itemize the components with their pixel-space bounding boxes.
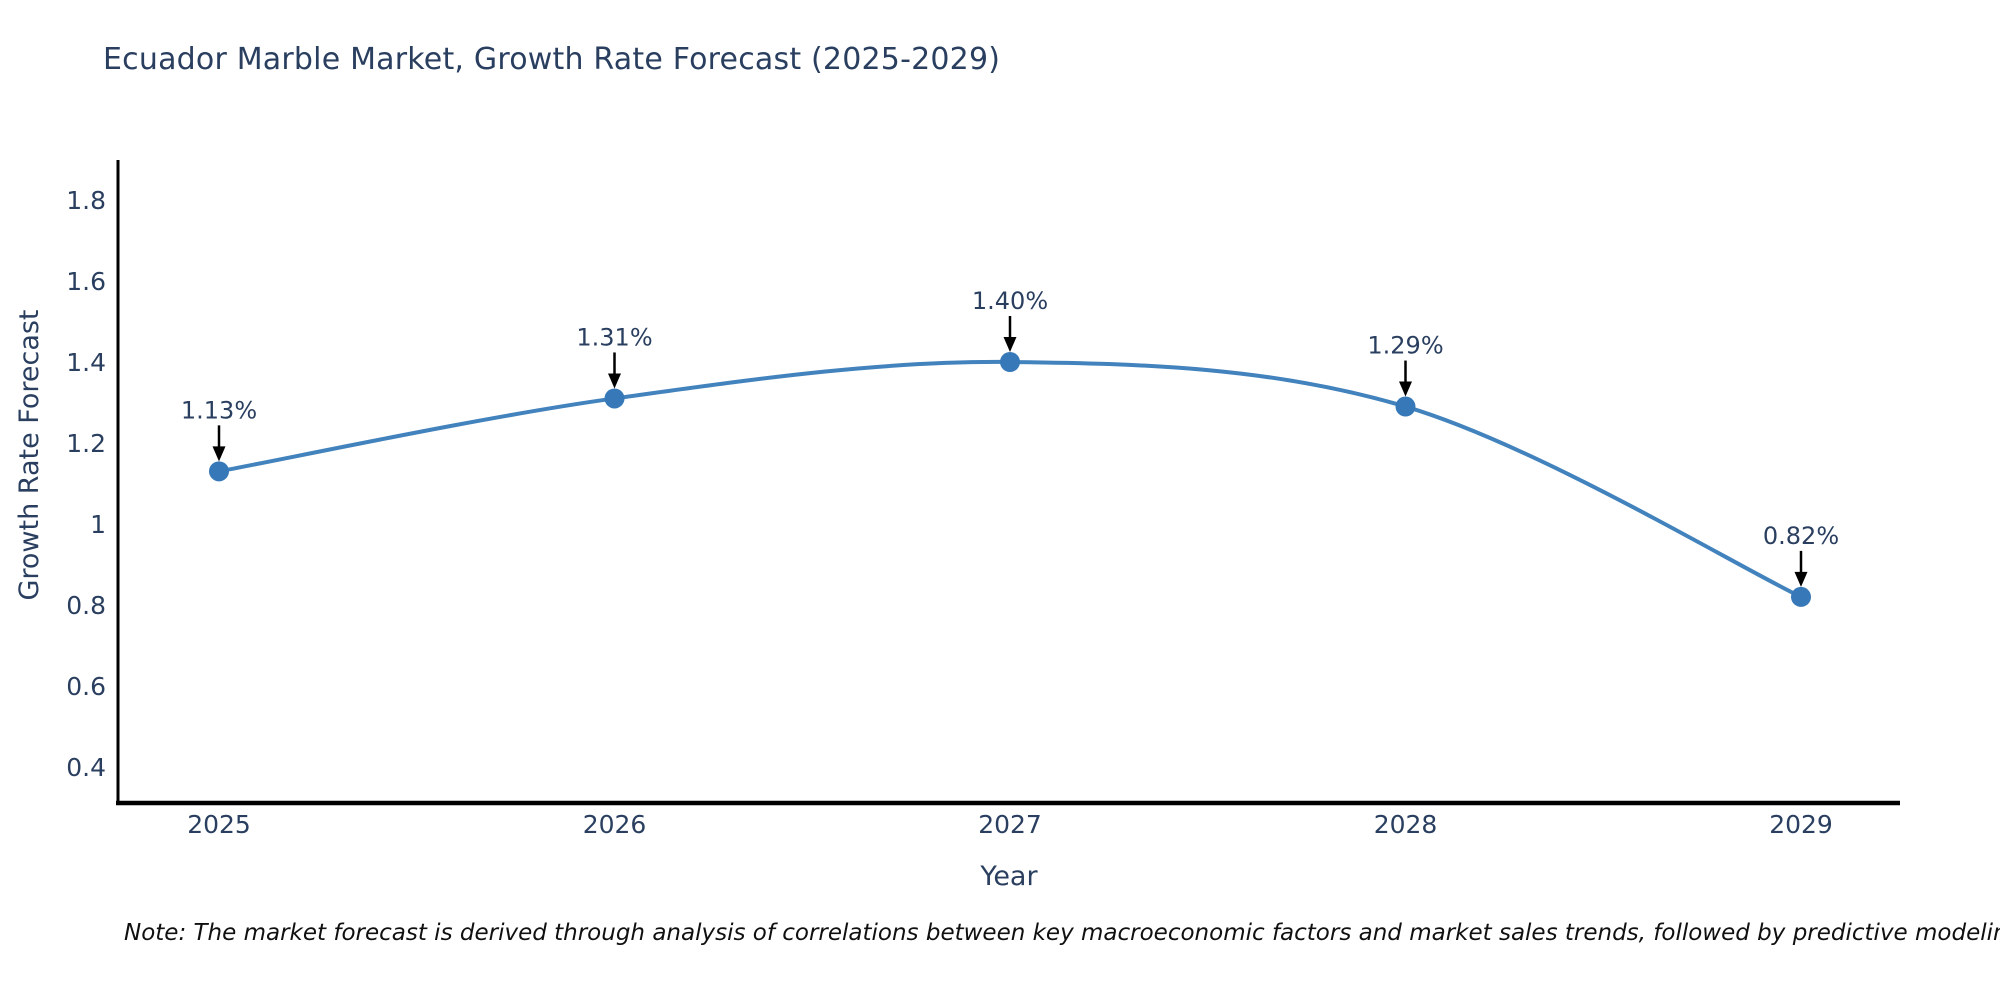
y-tick-label: 1 xyxy=(90,510,106,539)
x-axis-title: Year xyxy=(980,861,1038,892)
y-tick-label: 1.6 xyxy=(66,267,106,296)
annotation-arrowhead-icon xyxy=(1003,337,1017,352)
y-tick-label: 1.8 xyxy=(66,186,106,215)
y-tick-label: 0.4 xyxy=(66,753,106,782)
trend-line xyxy=(217,359,1803,599)
annotation-label: 1.29% xyxy=(1367,332,1443,360)
x-tick-label: 2028 xyxy=(1374,810,1438,839)
annotation-arrowhead-icon xyxy=(1794,571,1808,587)
data-point-2027[interactable] xyxy=(1000,352,1020,372)
y-tick-label: 0.8 xyxy=(66,591,106,620)
x-tick-label: 2027 xyxy=(978,810,1042,839)
footnote: Note: The market forecast is derived thr… xyxy=(124,920,2000,946)
y-axis-title: Growth Rate Forecast xyxy=(14,309,45,601)
x-tick-label: 2029 xyxy=(1769,810,1833,839)
data-point-2029[interactable] xyxy=(1791,586,1811,607)
annotation-label: 1.40% xyxy=(972,287,1048,315)
annotation-label: 1.13% xyxy=(181,396,257,424)
annotation-arrowhead-icon xyxy=(608,373,621,389)
annotation-arrowhead-icon xyxy=(1399,381,1412,397)
annotation-arrowhead-icon xyxy=(212,446,226,462)
y-tick-label: 1.4 xyxy=(66,348,106,377)
x-tick-label: 2025 xyxy=(187,810,251,839)
data-point-2025[interactable] xyxy=(209,461,229,482)
y-tick-label: 1.2 xyxy=(66,429,106,458)
data-point-2026[interactable] xyxy=(604,388,625,409)
annotation-label: 0.82% xyxy=(1763,522,1839,550)
data-point-2028[interactable] xyxy=(1395,396,1416,417)
chart-title: Ecuador Marble Market, Growth Rate Forec… xyxy=(103,42,1001,77)
x-tick-label: 2026 xyxy=(583,810,647,839)
y-tick-label: 0.6 xyxy=(66,672,106,701)
annotation-label: 1.31% xyxy=(576,323,652,351)
